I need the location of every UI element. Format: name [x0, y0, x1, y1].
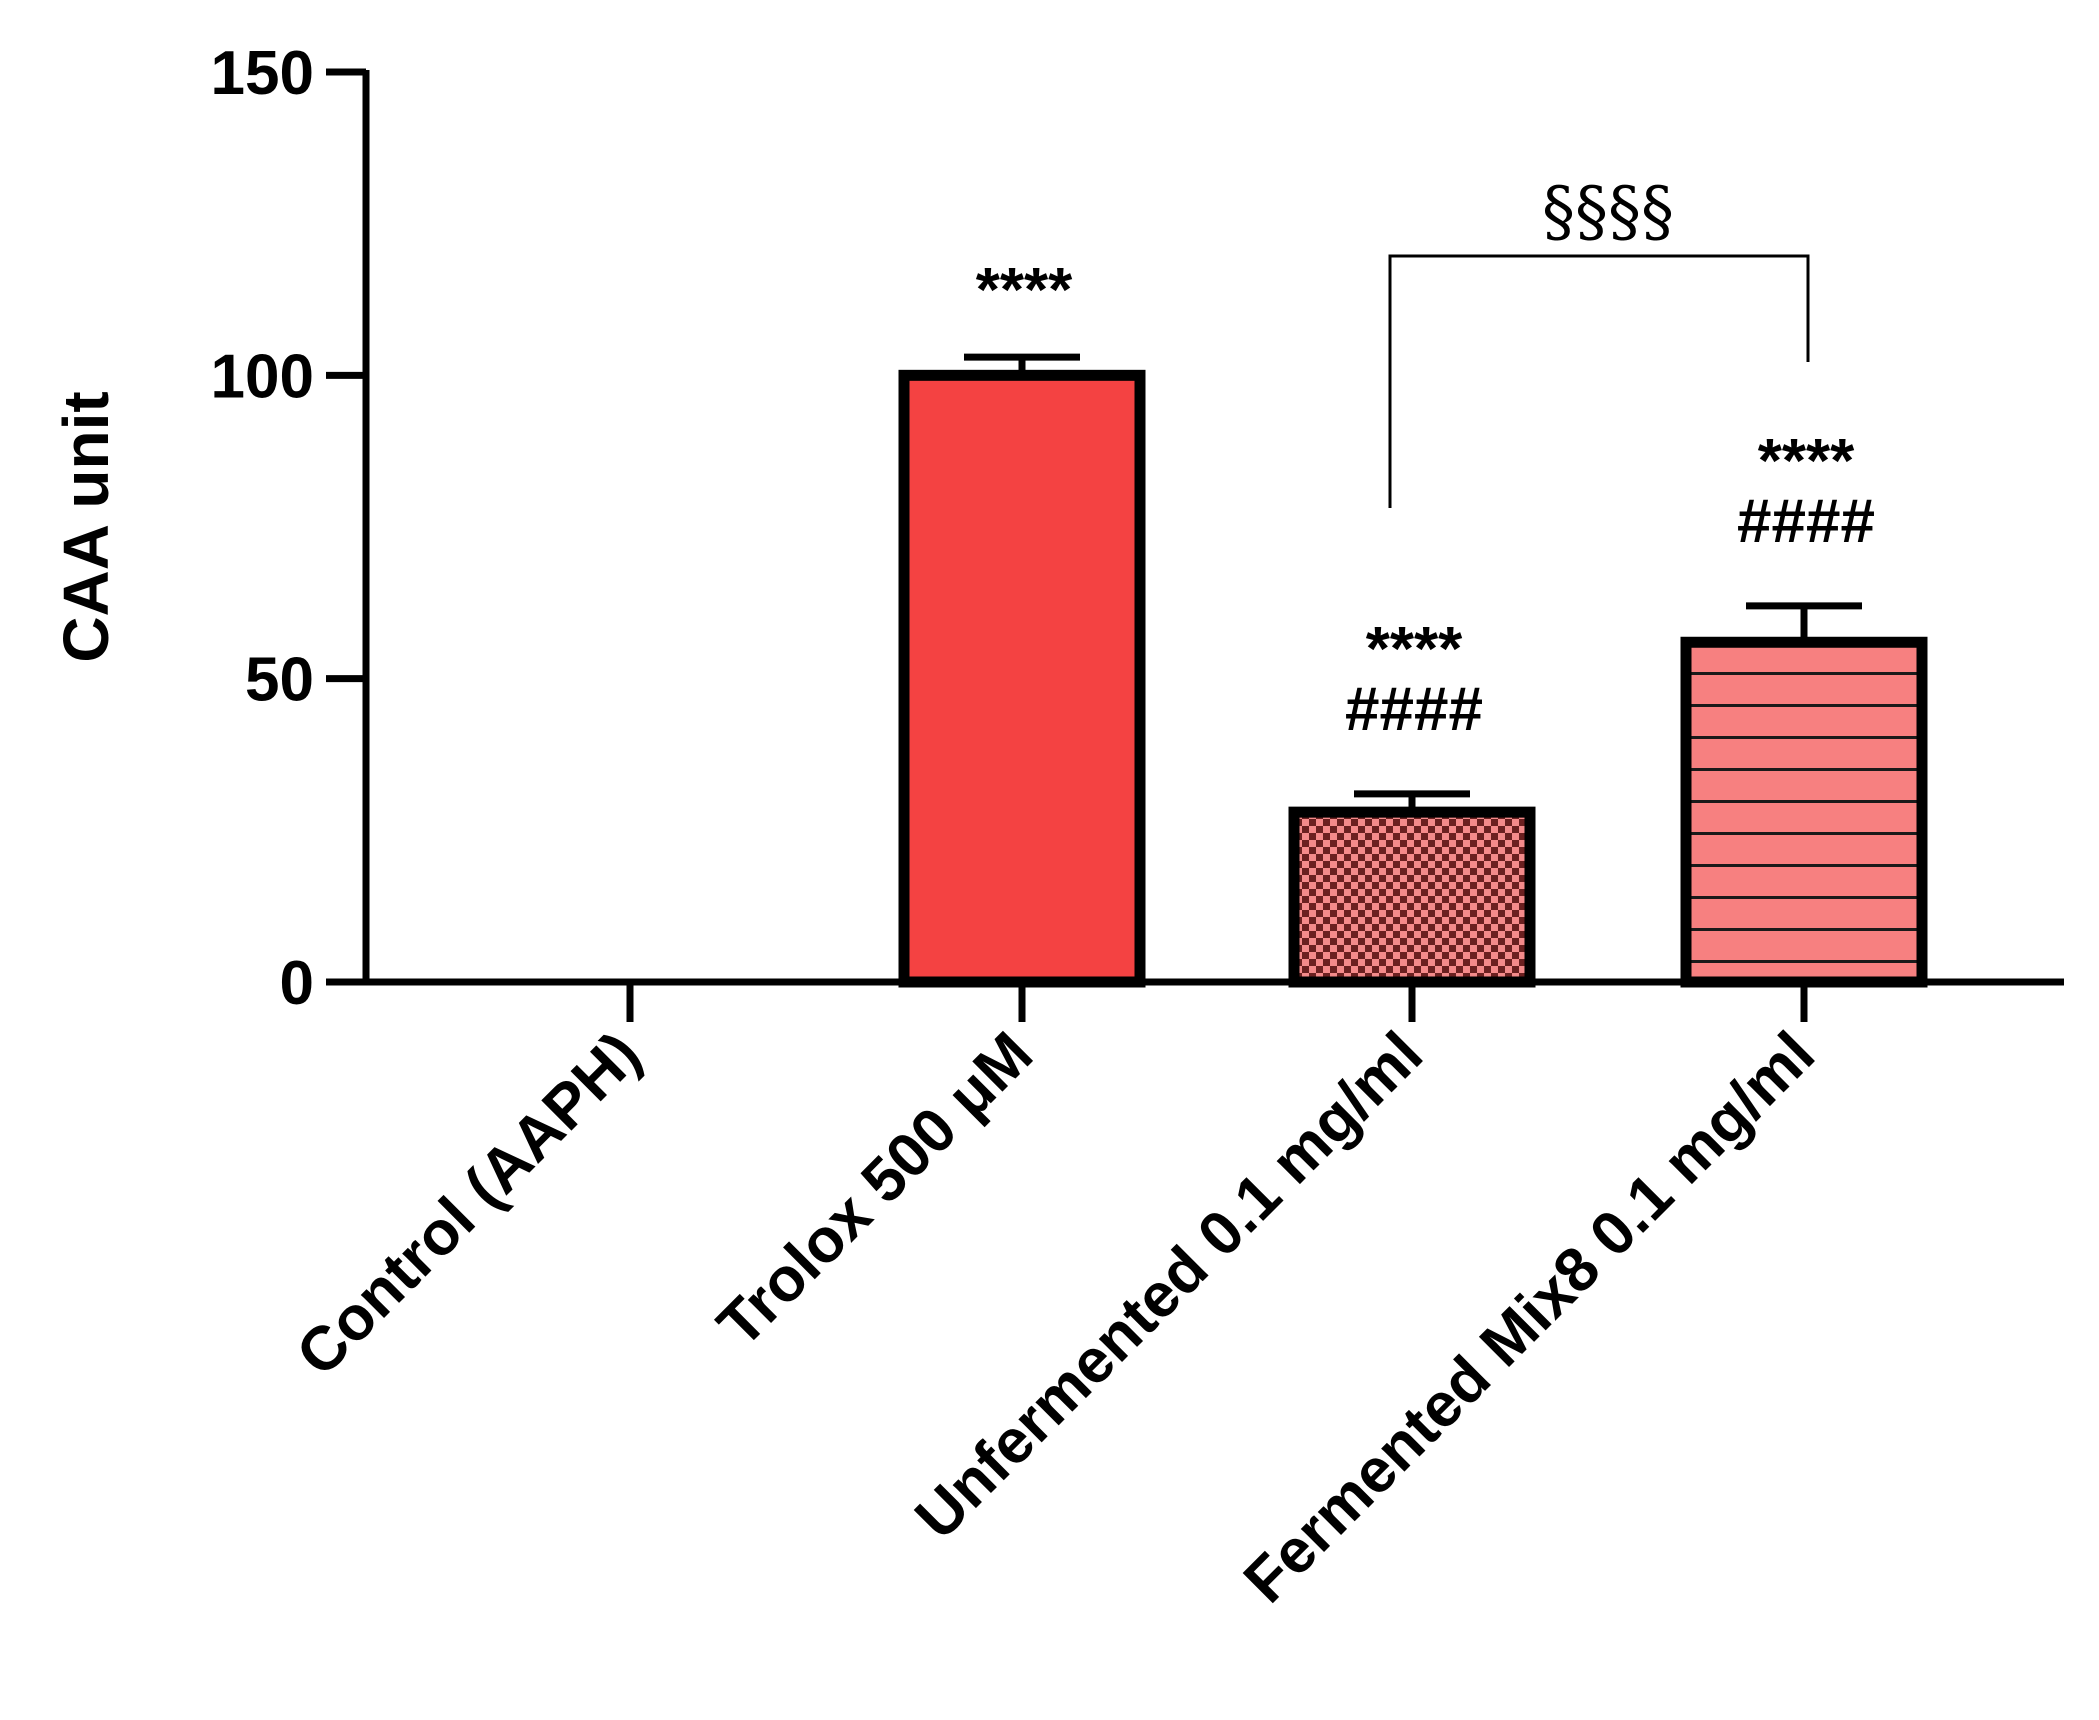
y-axis-label: CAA unit: [50, 391, 122, 662]
bar: [898, 369, 1146, 988]
y-tick-label: 50: [245, 646, 314, 715]
significance-hash: ####: [1345, 675, 1483, 744]
x-tick-label: Trolox 500 μM: [705, 1019, 1046, 1360]
comparison-label: §§§§: [1542, 173, 1674, 250]
bar: [1680, 636, 1928, 988]
significance-star: ****: [1366, 615, 1463, 684]
x-tick-label: Control (AAPH): [284, 1019, 654, 1389]
y-tick-label: 0: [280, 949, 314, 1018]
comparison-bracket: [1388, 254, 1810, 508]
plot-area: 0 50 100 150 CAA unit Control (AAPH) Trolox 50…: [50, 39, 2064, 1616]
significance-star: ****: [1758, 427, 1855, 496]
significance-hash: ####: [1737, 487, 1875, 556]
y-tick-label: 150: [211, 39, 314, 108]
y-tick-label: 100: [211, 342, 314, 411]
significance-star: ****: [976, 256, 1073, 325]
bar: [1288, 806, 1536, 988]
